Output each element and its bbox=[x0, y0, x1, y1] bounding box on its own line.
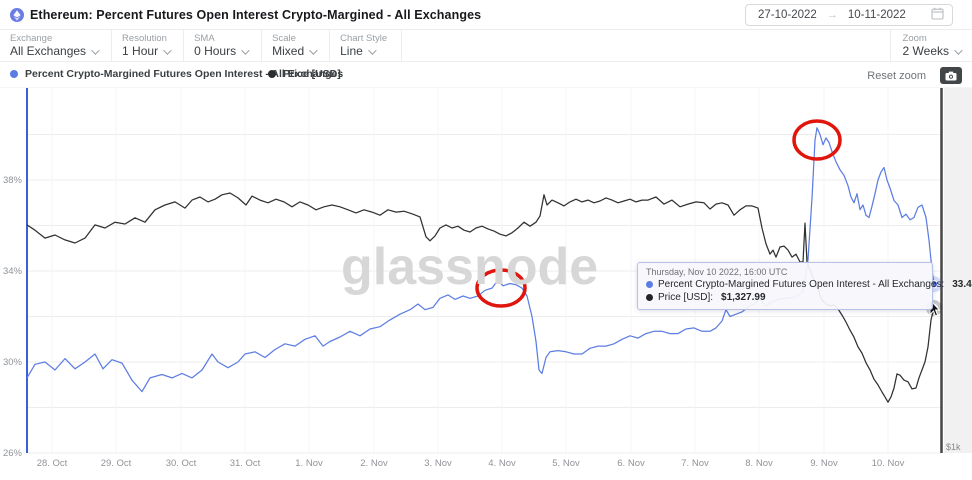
x-tick-label: 3. Nov bbox=[424, 458, 452, 469]
x-tick-label: 8. Nov bbox=[745, 458, 773, 469]
chart-style-value: Line bbox=[340, 44, 363, 58]
reset-zoom-button[interactable]: Reset zoom bbox=[867, 70, 926, 82]
x-tick-label: 29. Oct bbox=[100, 458, 132, 469]
scale-value: Mixed bbox=[272, 44, 305, 58]
page-title: Ethereum: Percent Futures Open Interest … bbox=[30, 8, 482, 22]
chart-style-dropdown[interactable]: Chart Style Line bbox=[330, 30, 403, 61]
x-tick-label: 10. Nov bbox=[871, 458, 905, 469]
chart-toolbar: Exchange All Exchanges Resolution 1 Hour… bbox=[0, 30, 972, 62]
x-tick-label: 2. Nov bbox=[360, 458, 388, 469]
right-axis-price-label: $1k bbox=[946, 442, 961, 452]
y-tick-label: 26% bbox=[2, 448, 22, 459]
resolution-label: Resolution bbox=[122, 33, 167, 44]
calendar-icon[interactable] bbox=[931, 7, 944, 23]
chart-area: glassnode 38% 34% 30% 26% 28. Oct 29. Oct 30.… bbox=[0, 88, 972, 480]
date-range-picker[interactable]: 27-10-2022 → 10-11-2022 bbox=[745, 4, 953, 26]
zoom-dropdown[interactable]: Zoom 2 Weeks bbox=[889, 30, 963, 62]
legend-label-oi: Percent Crypto-Margined Futures Open Int… bbox=[25, 68, 344, 80]
date-end-input[interactable]: 10-11-2022 bbox=[847, 9, 906, 21]
exchange-value: All Exchanges bbox=[10, 44, 87, 58]
chevron-down-icon bbox=[91, 45, 100, 55]
sma-dropdown[interactable]: SMA 0 Hours bbox=[184, 30, 263, 61]
glassnode-watermark: glassnode bbox=[341, 238, 599, 296]
x-tick-label: 1. Nov bbox=[295, 458, 323, 469]
header-bar: Ethereum: Percent Futures Open Interest … bbox=[0, 0, 972, 30]
exchange-dropdown[interactable]: Exchange All Exchanges bbox=[0, 30, 113, 61]
scale-dropdown[interactable]: Scale Mixed bbox=[262, 30, 331, 61]
zoom-label: Zoom bbox=[902, 33, 927, 44]
sma-value: 0 Hours bbox=[194, 44, 237, 58]
legend-dot-black bbox=[268, 70, 276, 78]
x-tick-label: 7. Nov bbox=[681, 458, 709, 469]
camera-icon bbox=[945, 71, 957, 80]
y-tick-label: 30% bbox=[2, 357, 22, 368]
zoom-value: 2 Weeks bbox=[902, 44, 949, 58]
date-range-arrow-icon: → bbox=[826, 9, 838, 21]
y-tick-label: 34% bbox=[2, 266, 22, 277]
legend-label-price: Price [USD] bbox=[283, 68, 341, 80]
legend-item-price[interactable]: Price [USD] bbox=[268, 68, 341, 80]
camera-screenshot-button[interactable] bbox=[940, 67, 962, 84]
x-tick-label: 5. Nov bbox=[552, 458, 580, 469]
chevron-down-icon bbox=[241, 45, 250, 55]
chevron-down-icon bbox=[309, 45, 318, 55]
y-tick-label: 38% bbox=[2, 175, 22, 186]
ethereum-icon bbox=[10, 8, 24, 22]
sma-label: SMA bbox=[194, 33, 215, 44]
legend-row: Percent Crypto-Margined Futures Open Int… bbox=[0, 62, 972, 88]
x-tick-label: 30. Oct bbox=[165, 458, 197, 469]
scale-label: Scale bbox=[272, 33, 296, 44]
x-tick-label: 28. Oct bbox=[36, 458, 68, 469]
date-start-input[interactable]: 27-10-2022 bbox=[758, 9, 817, 21]
x-tick-label: 4. Nov bbox=[488, 458, 516, 469]
x-tick-label: 9. Nov bbox=[810, 458, 838, 469]
chevron-down-icon bbox=[367, 45, 377, 55]
legend-item-oi[interactable]: Percent Crypto-Margined Futures Open Int… bbox=[10, 68, 343, 80]
exchange-label: Exchange bbox=[10, 33, 53, 44]
resolution-value: 1 Hour bbox=[122, 44, 159, 58]
resolution-dropdown[interactable]: Resolution 1 Hour bbox=[112, 30, 185, 61]
x-tick-label: 6. Nov bbox=[617, 458, 645, 469]
x-tick-label: 31. Oct bbox=[229, 458, 261, 469]
chevron-down-icon bbox=[163, 45, 172, 55]
legend-dot-blue bbox=[10, 70, 18, 78]
chart-style-label: Chart Style bbox=[340, 33, 388, 44]
